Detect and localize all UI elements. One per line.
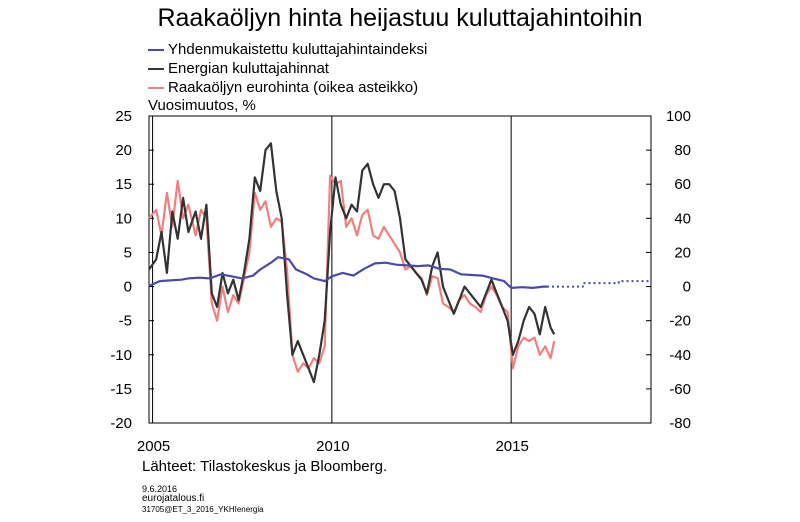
hicp-forecast-line	[547, 280, 651, 288]
chart-legend: Yhdenmukaistettu kuluttajahintaindeksi E…	[148, 40, 427, 97]
energy-line	[148, 142, 556, 384]
left-tick-label: -10	[110, 347, 132, 364]
right-tick-label: 100	[666, 108, 691, 125]
footer-code: 31705@ET_3_2016_YKHIenergia	[142, 505, 264, 514]
legend-label-hicp: Yhdenmukaistettu kuluttajahintaindeksi	[168, 41, 428, 58]
left-tick-label: -20	[110, 415, 132, 432]
x-axis: 2005 2010 2015	[137, 438, 529, 455]
left-tick-label: 10	[115, 210, 132, 227]
legend-item-hicp: Yhdenmukaistettu kuluttajahintaindeksi	[148, 40, 427, 59]
right-tick-label: -40	[669, 347, 691, 364]
plot-frame	[148, 115, 652, 424]
y-axis-label: Vuosimuutos, %	[148, 97, 256, 114]
footer-site: eurojatalous.fi	[142, 493, 205, 504]
right-tick-label: 0	[683, 279, 691, 296]
footer-date: 9.6.2016	[142, 484, 178, 494]
right-tick-label: 20	[674, 244, 691, 261]
hicp-line	[148, 256, 547, 289]
x-tick-label: 2010	[316, 438, 349, 455]
legend-swatch-oil	[148, 86, 164, 89]
left-tick-label: 25	[115, 108, 132, 125]
source-note: Lähteet: Tilastokeskus ja Bloomberg.	[142, 458, 388, 475]
right-tick-label: -80	[669, 415, 691, 432]
year-dividers	[152, 116, 512, 423]
right-tick-label: -60	[669, 381, 691, 398]
legend-item-oil: Raakaöljyn eurohinta (oikea asteikko)	[148, 78, 427, 97]
left-tick-label: 20	[115, 142, 132, 159]
x-tick-label: 2005	[137, 438, 170, 455]
left-tick-label: 15	[115, 176, 132, 193]
series-lines	[148, 142, 651, 384]
left-tick-label: -5	[119, 313, 132, 330]
right-tick-label: 60	[674, 176, 691, 193]
chart-title: Raakaöljyn hinta heijastuu kuluttajahint…	[157, 4, 643, 32]
legend-item-energy: Energian kuluttajahinnat	[148, 59, 427, 78]
left-tick-label: -15	[110, 381, 132, 398]
x-tick-label: 2015	[495, 438, 528, 455]
legend-label-energy: Energian kuluttajahinnat	[168, 60, 329, 77]
left-tick-label: 0	[124, 279, 132, 296]
left-tick-label: 5	[124, 244, 132, 261]
oil-price-line	[148, 174, 556, 373]
right-tick-label: 40	[674, 210, 691, 227]
right-tick-label: 80	[674, 142, 691, 159]
right-axis: 100 80 60 40 20 0 -20 -40 -60 -80	[646, 108, 691, 432]
legend-swatch-hicp	[148, 48, 164, 51]
legend-swatch-energy	[148, 67, 164, 70]
left-axis: 25 20 15 10 5 0 -5 -10 -15 -20	[110, 108, 154, 432]
legend-label-oil: Raakaöljyn eurohinta (oikea asteikko)	[168, 79, 419, 96]
right-tick-label: -20	[669, 313, 691, 330]
